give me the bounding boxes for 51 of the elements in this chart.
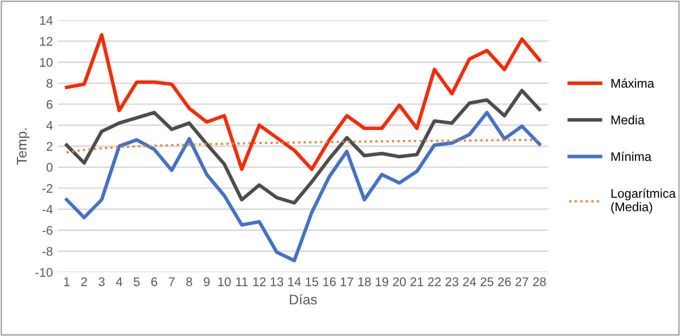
legend-label: Logarítmica (Media) — [611, 188, 676, 214]
x-tick-label: 8 — [186, 277, 192, 286]
y-tick-label: -4 — [42, 205, 53, 214]
x-tick-label: 10 — [218, 277, 231, 286]
x-tick-label: 16 — [323, 277, 336, 286]
y-tick-label: 6 — [46, 100, 52, 109]
x-tick-label: 15 — [306, 277, 318, 286]
x-tick-label: 7 — [168, 277, 175, 286]
x-tick-label: 28 — [533, 277, 546, 286]
line-series — [64, 88, 542, 205]
y-tick-label: 0 — [46, 162, 53, 172]
y-tick-label: 10 — [40, 58, 53, 67]
y-tick-label: 4 — [46, 121, 53, 130]
line-series — [66, 138, 540, 154]
y-tick-label: 8 — [46, 78, 52, 88]
x-axis-title: Días — [290, 294, 317, 304]
x-tick-label: 24 — [463, 277, 476, 286]
y-tick-label: 2 — [46, 142, 52, 151]
line-series — [64, 33, 542, 171]
x-tick-label: 11 — [236, 277, 248, 286]
x-tick-label: 1 — [64, 277, 70, 286]
x-tick-label: 3 — [98, 277, 105, 286]
x-tick-label: 25 — [480, 277, 494, 286]
x-tick-label: 26 — [498, 277, 511, 286]
y-tick-label: 12 — [40, 36, 52, 46]
y-tick-label: -10 — [36, 268, 53, 277]
y-tick-label: -8 — [42, 246, 52, 256]
legend-label: Media — [612, 115, 645, 124]
x-tick-label: 2 — [81, 277, 87, 286]
line-series — [64, 110, 542, 262]
x-tick-label: 22 — [428, 277, 441, 286]
x-tick-label: 27 — [516, 277, 528, 286]
y-tick-label: -2 — [42, 184, 52, 193]
x-tick-label: 4 — [116, 277, 122, 286]
x-tick-label: 17 — [340, 277, 354, 286]
x-tick-label: 9 — [204, 277, 210, 286]
x-tick-label: 6 — [151, 277, 158, 286]
x-tick-label: 18 — [358, 277, 371, 286]
x-tick-label: 20 — [393, 277, 406, 286]
x-tick-label: 12 — [253, 277, 266, 286]
x-tick-label: 14 — [288, 277, 301, 286]
x-tick-label: 23 — [446, 277, 458, 286]
x-tick-label: 5 — [134, 277, 140, 286]
x-tick-label: 19 — [376, 277, 388, 286]
legend-label: Mínima — [612, 152, 652, 162]
x-tick-label: 13 — [270, 277, 284, 286]
y-axis-title: Temp. — [16, 128, 30, 165]
legend-label: Máxima — [612, 78, 654, 88]
y-tick-label: 14 — [40, 16, 53, 25]
y-tick-label: -6 — [42, 226, 52, 235]
x-tick-label: 21 — [410, 277, 424, 286]
